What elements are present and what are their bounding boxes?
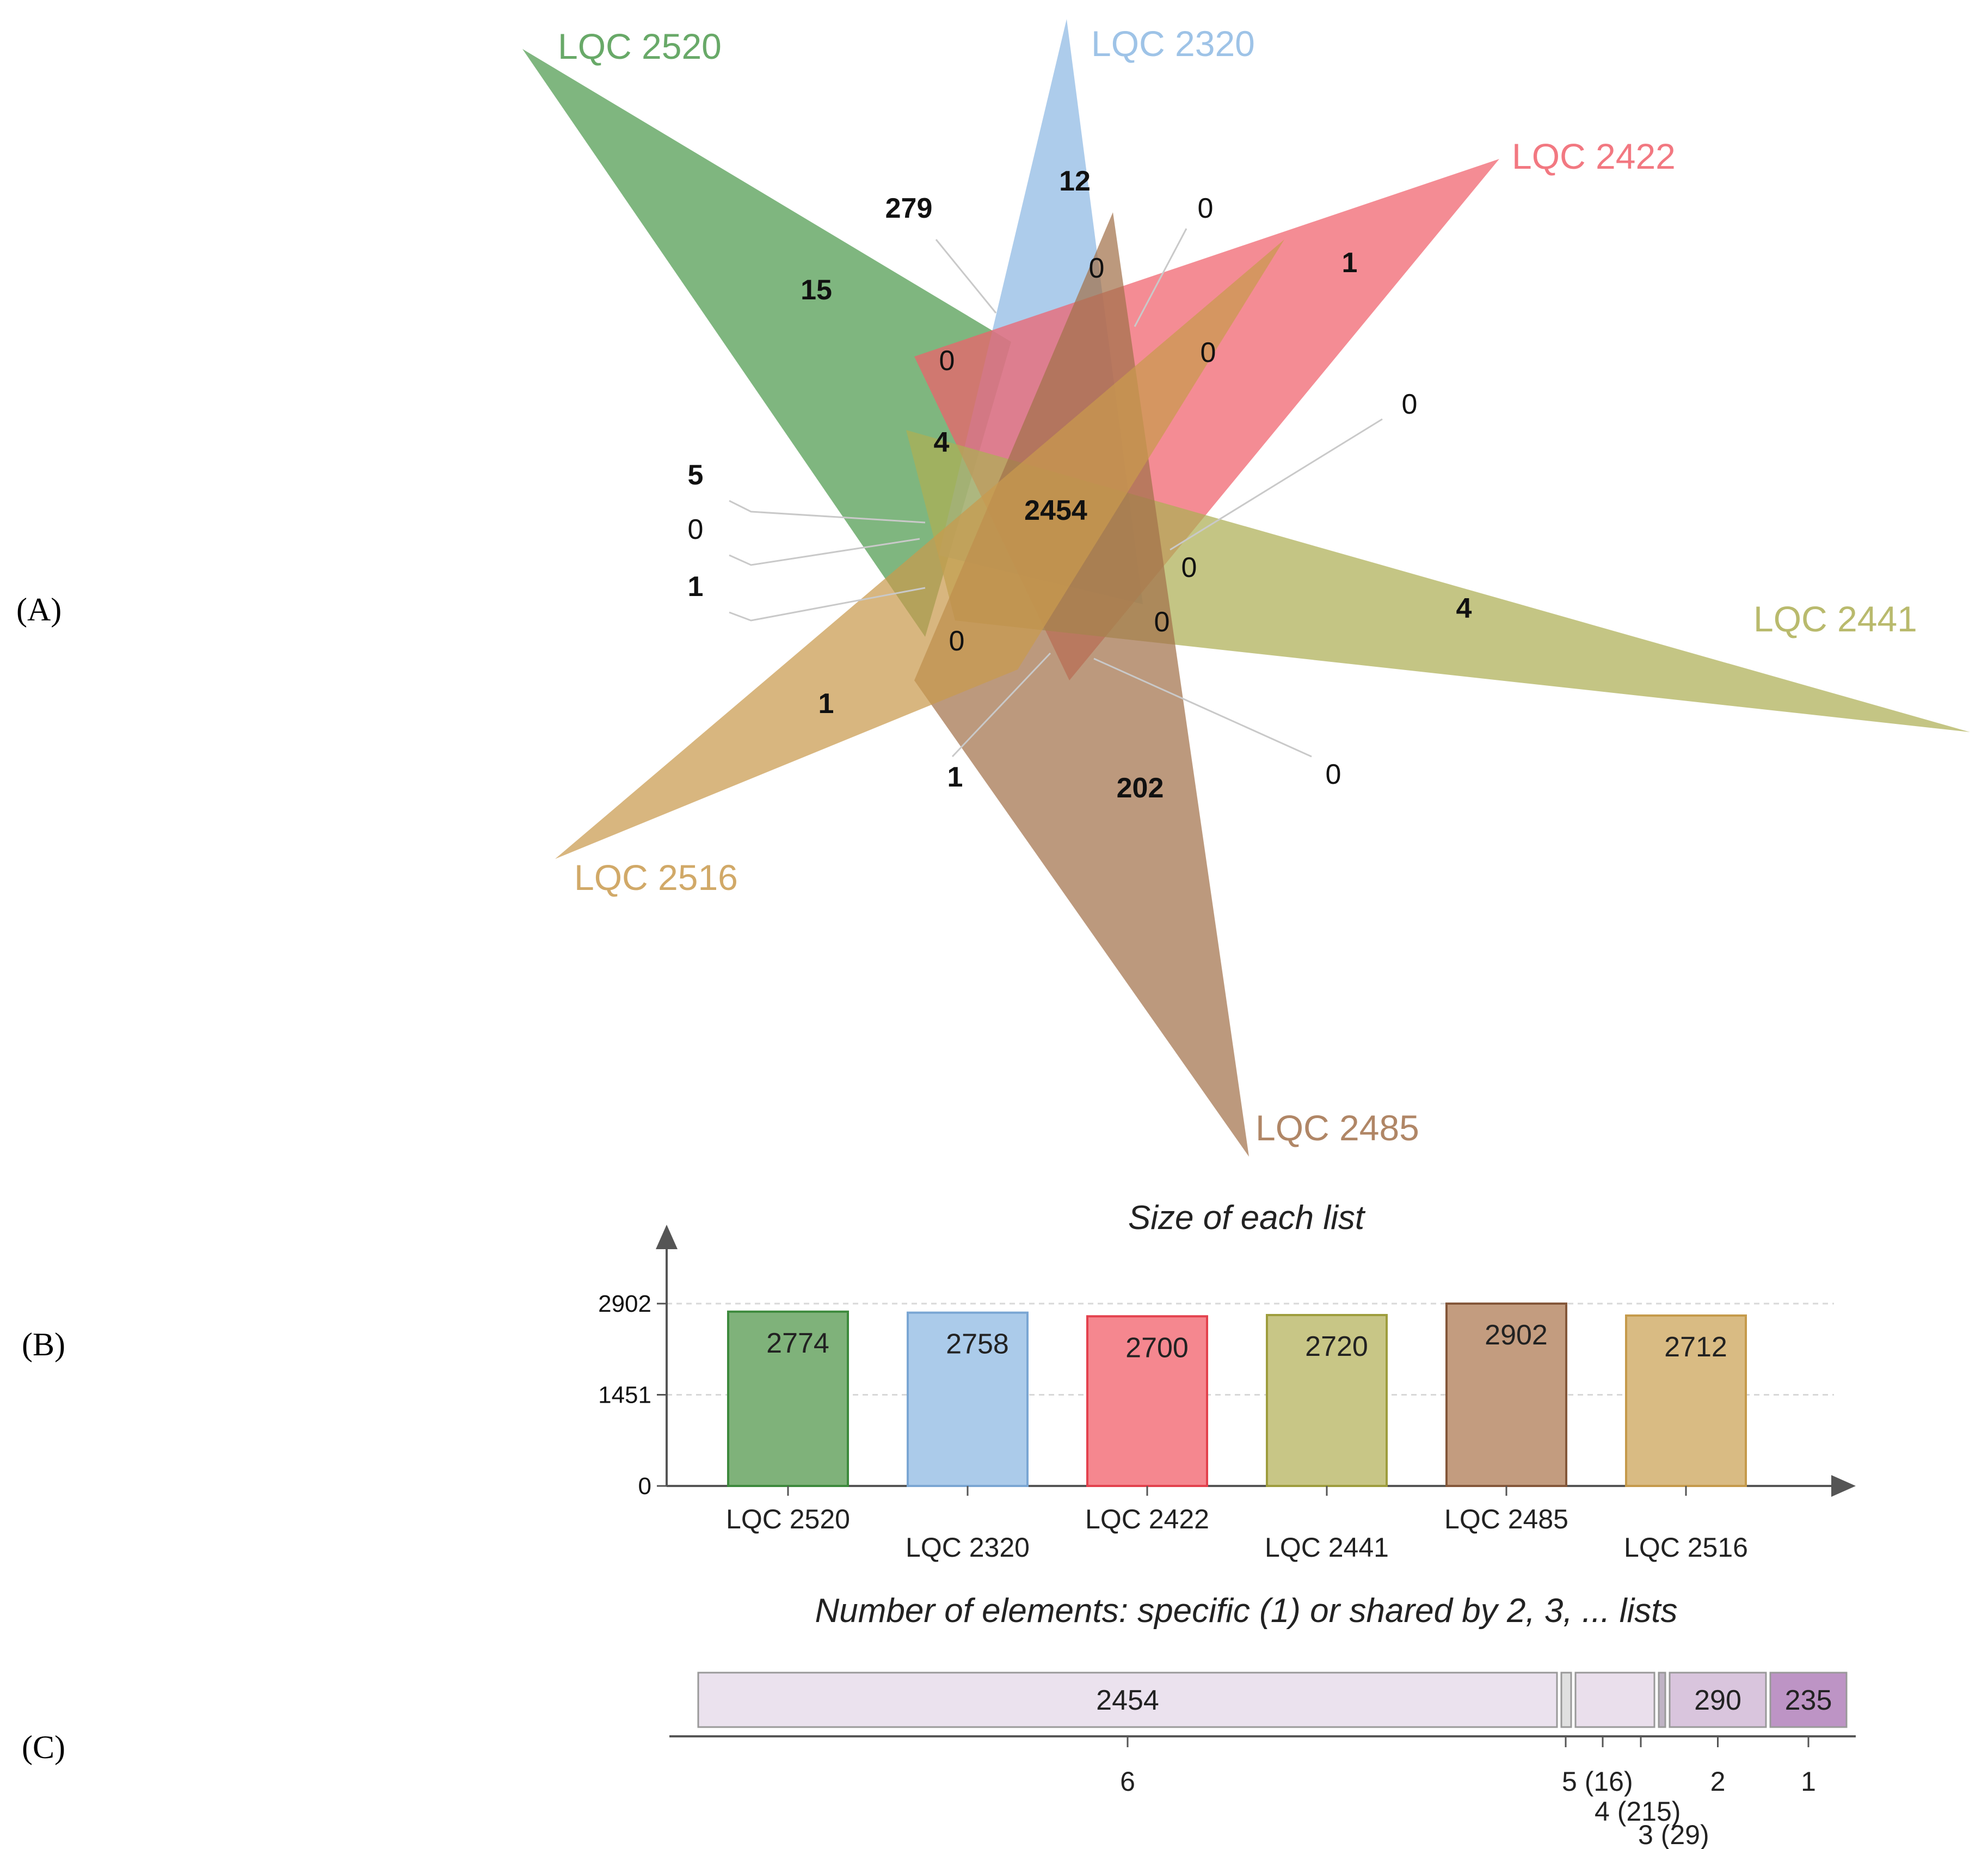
venn-count: 4 [1456,593,1472,624]
stacked-segment [1560,1672,1572,1728]
venn-count: 0 [1201,337,1216,368]
stacked-bar-title: Number of elements: specific (1) or shar… [815,1592,1677,1630]
venn-count: 0 [939,345,955,377]
venn-count: 0 [1326,759,1341,790]
bar-value-label: 2700 [1125,1332,1189,1363]
x-tick-label: LQC 2520 [726,1504,850,1534]
bar [727,1310,849,1488]
venn-count: 1 [1342,247,1358,279]
venn-count: 0 [949,625,965,657]
bar-chart-bars: 2774 LQC 2520 2758 LQC 2320 2700 LQC 2422 2720… [726,1303,1748,1563]
stacked-axis-label: 3 (29) [1638,1820,1709,1849]
x-tick-label: LQC 2441 [1265,1532,1389,1563]
venn-count: 202 [1117,772,1164,804]
panel-label-a: (A) [16,592,61,628]
stacked-segment [697,1672,1558,1728]
venn-label-lqc2485: LQC 2485 [1255,1108,1419,1148]
y-tick-label: 1451 [598,1382,651,1409]
panel-label-b: (B) [22,1326,65,1362]
venn-count: 0 [1089,253,1105,284]
stacked-bar-chart: Number of elements: specific (1) or shar… [669,1592,1856,1849]
stacked-segment-label: 290 [1694,1685,1741,1716]
venn-set-lqc2516 [555,239,1284,859]
venn-label-lqc2441: LQC 2441 [1753,599,1917,639]
venn-count: 4 [934,427,950,458]
bar [1086,1315,1208,1487]
venn-set-lqc2520 [522,49,1011,637]
panel-label-c: (C) [22,1729,65,1765]
y-tick-label: 2902 [598,1291,651,1317]
stacked-segment [1669,1672,1767,1728]
bar-value-label: 2774 [766,1328,829,1359]
venn-label-lqc2320: LQC 2320 [1091,23,1255,64]
y-axis-arrow [656,1225,678,1249]
venn-count: 1 [947,761,963,793]
x-tick-label: LQC 2485 [1444,1504,1568,1534]
y-tick-label: 0 [638,1473,651,1500]
venn-label-lqc2422: LQC 2422 [1512,136,1676,176]
bar-value-label: 2712 [1664,1331,1727,1363]
bar-value-label: 2720 [1305,1331,1368,1362]
stacked-axis-label: 1 [1801,1766,1816,1797]
venn-count: 15 [801,274,832,306]
venn-count: 0 [1198,193,1214,224]
stacked-axis-label: 4 (215) [1595,1796,1681,1827]
stacked-segment [1574,1672,1655,1728]
stacked-bar-segments: 2454 290 235 6 5 (16)4 (215)3 (29)2 1 [697,1672,1848,1849]
venn-count: 1 [818,688,834,720]
stacked-axis-label: 2 [1710,1766,1726,1797]
venn-label-lqc2520: LQC 2520 [558,26,722,66]
bar [1625,1314,1747,1487]
venn-set-lqc2485 [914,212,1249,1157]
x-tick-label: LQC 2422 [1085,1504,1209,1534]
venn-count: 1 [688,571,704,603]
stacked-segment-label: 2454 [1096,1685,1159,1716]
venn-leader-lines [729,228,1383,758]
stacked-segment-label: 235 [1785,1685,1832,1716]
venn-set-lqc2441 [906,430,1970,732]
venn-count: 5 [688,459,704,491]
stacked-axis-label: 5 (16) [1562,1766,1633,1797]
bar-chart-y-ticks: 0 1451 2902 [598,1291,667,1500]
bar-value-label: 2902 [1485,1319,1548,1351]
bar-chart-title: Size of each list [1128,1199,1366,1237]
venn-count: 0 [1402,389,1418,420]
venn-count: 12 [1059,165,1091,197]
venn-diagram: LQC 2520 LQC 2320 LQC 2422 LQC 2441 LQC … [522,19,1970,1157]
venn-count: 279 [885,193,933,224]
stacked-segment [1658,1672,1666,1728]
stacked-axis-label: 6 [1120,1766,1135,1797]
x-axis-arrow [1831,1475,1856,1497]
venn-count: 0 [1181,552,1197,583]
bar [1266,1314,1388,1488]
venn-count: 0 [1154,606,1170,638]
x-tick-label: LQC 2320 [906,1532,1030,1563]
venn-count: 0 [688,514,704,545]
stacked-segment [1769,1672,1848,1728]
venn-count: 2454 [1024,495,1087,526]
bar-chart: Size of each list 0 1451 2902 2774 LQC 2520… [598,1199,1856,1563]
bar-value-label: 2758 [946,1329,1009,1360]
x-tick-label: LQC 2516 [1624,1532,1748,1563]
venn-label-lqc2516: LQC 2516 [574,857,738,898]
